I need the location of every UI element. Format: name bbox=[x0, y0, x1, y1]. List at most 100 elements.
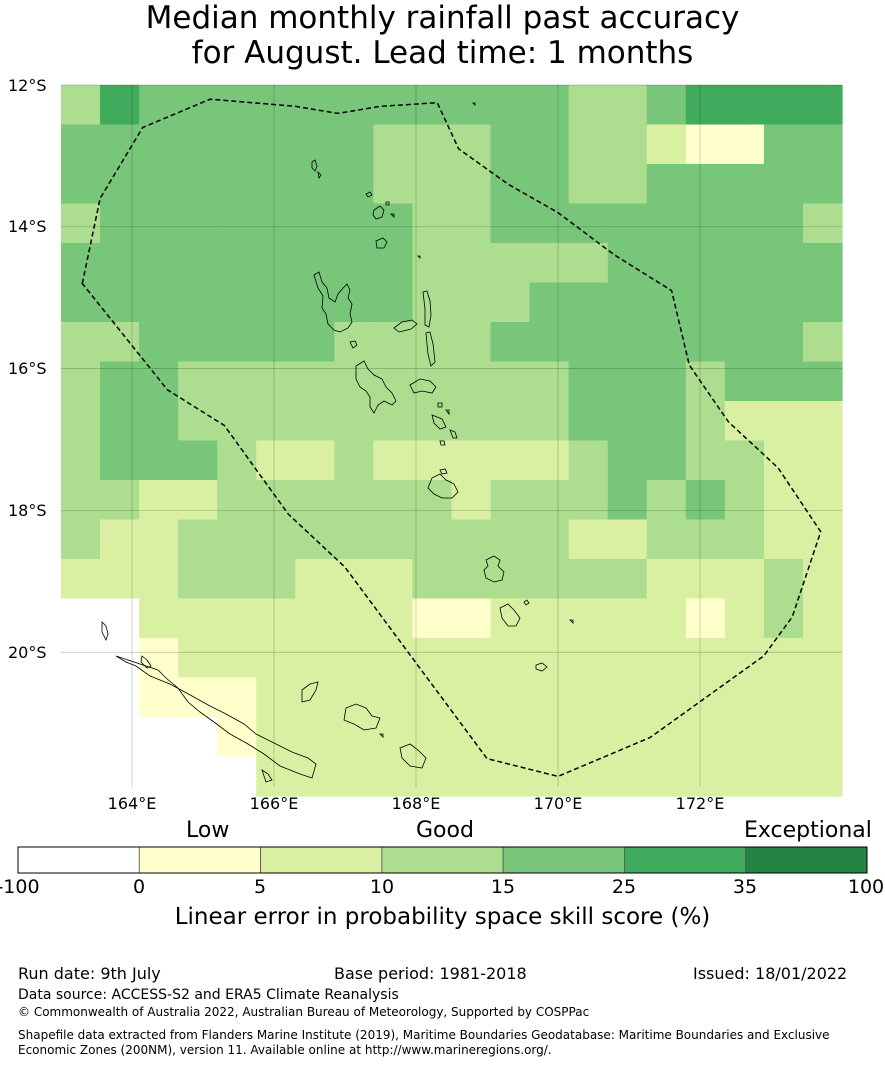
grid-cell bbox=[685, 322, 726, 363]
grid-cell bbox=[763, 282, 804, 323]
colorbar bbox=[17, 846, 868, 874]
grid-cell bbox=[295, 677, 335, 718]
grid-cell bbox=[412, 559, 453, 600]
grid-cell bbox=[334, 559, 374, 600]
grid-cell bbox=[763, 203, 804, 244]
grid-cell bbox=[451, 598, 492, 639]
grid-cell bbox=[373, 440, 414, 481]
grid-cell bbox=[607, 480, 648, 521]
grid-cell bbox=[529, 164, 570, 205]
grid-cell bbox=[529, 401, 570, 442]
grid-cell bbox=[529, 598, 570, 639]
grid-cell bbox=[568, 598, 609, 639]
grid-cell bbox=[100, 361, 140, 402]
island-banks-a bbox=[365, 191, 373, 198]
grid-cell bbox=[61, 361, 101, 402]
lat-label-14s: 14°S bbox=[8, 217, 47, 236]
island-paama bbox=[437, 402, 443, 408]
grid-cell bbox=[61, 322, 101, 363]
grid-cell bbox=[178, 203, 218, 244]
island-malo bbox=[349, 340, 358, 349]
grid-cell bbox=[646, 440, 687, 481]
grid-cell bbox=[295, 480, 335, 521]
grid-cell bbox=[412, 519, 453, 560]
map-title-line1: Median monthly rainfall past accuracy bbox=[145, 0, 740, 36]
grid-cell bbox=[295, 124, 335, 165]
grid-cell bbox=[256, 638, 296, 679]
grid-cell bbox=[295, 361, 335, 402]
colorbar-segment bbox=[17, 846, 140, 874]
grid-cell bbox=[334, 598, 374, 639]
grid-cell bbox=[646, 756, 687, 797]
island-futuna bbox=[569, 619, 574, 624]
grid-cell bbox=[724, 440, 765, 481]
grid-cell bbox=[529, 480, 570, 521]
grid-cell bbox=[295, 322, 335, 363]
grid-cell bbox=[568, 401, 609, 442]
grid-cell bbox=[412, 124, 453, 165]
grid-cell bbox=[334, 203, 374, 244]
grid-cell bbox=[685, 519, 726, 560]
lat-label-18s: 18°S bbox=[8, 501, 47, 520]
grid-cell bbox=[334, 480, 374, 521]
grid-cell bbox=[451, 203, 492, 244]
grid-cell bbox=[100, 322, 140, 363]
grid-cell bbox=[724, 677, 765, 718]
grid-cell bbox=[451, 480, 492, 521]
grid-cell bbox=[763, 677, 804, 718]
grid-cell bbox=[529, 124, 570, 165]
grid-cell bbox=[61, 401, 101, 442]
grid-cell bbox=[490, 164, 531, 205]
grid-cell bbox=[295, 440, 335, 481]
grid-cell bbox=[256, 440, 296, 481]
grid-cell bbox=[178, 322, 218, 363]
grid-cell bbox=[295, 638, 335, 679]
grid-cell bbox=[646, 203, 687, 244]
grid-cell bbox=[490, 361, 531, 402]
grid-cell bbox=[763, 519, 804, 560]
grid-cell bbox=[100, 598, 140, 639]
grid-cell bbox=[646, 243, 687, 284]
grid-cell bbox=[61, 282, 101, 323]
grid-cell bbox=[568, 85, 609, 126]
lon-label-172e: 172°E bbox=[675, 794, 725, 813]
grid-cell bbox=[685, 638, 726, 679]
cb-tick-35: 35 bbox=[732, 876, 758, 898]
grid-cell bbox=[529, 440, 570, 481]
grid-cell bbox=[61, 440, 101, 481]
grid-cell bbox=[724, 717, 765, 758]
grid-cell bbox=[373, 519, 414, 560]
grid-cell bbox=[802, 638, 843, 679]
island-nc-reef bbox=[140, 655, 152, 669]
island-banks-c bbox=[385, 201, 390, 206]
grid-cell bbox=[451, 440, 492, 481]
grid-cell bbox=[139, 401, 179, 442]
grid-cell bbox=[139, 85, 179, 126]
grid-cell bbox=[724, 322, 765, 363]
lat-label-12s: 12°S bbox=[8, 76, 47, 95]
grid-cell bbox=[802, 322, 843, 363]
grid-cell bbox=[451, 559, 492, 600]
grid-cell bbox=[763, 322, 804, 363]
grid-cell bbox=[529, 243, 570, 284]
grid-cell bbox=[61, 598, 101, 639]
grid-cell bbox=[256, 322, 296, 363]
grid-cell bbox=[763, 559, 804, 600]
grid-cell bbox=[685, 164, 726, 205]
grid-cell bbox=[490, 598, 531, 639]
grid-cell bbox=[529, 717, 570, 758]
grid-cell bbox=[490, 638, 531, 679]
grid-cell bbox=[685, 677, 726, 718]
grid-cell bbox=[373, 164, 414, 205]
grid-cell bbox=[256, 756, 296, 797]
colorbar-outline bbox=[17, 846, 868, 874]
island-tongoa bbox=[439, 440, 446, 446]
grid-cell bbox=[724, 638, 765, 679]
grid-cell bbox=[139, 677, 179, 718]
grid-cell bbox=[217, 638, 257, 679]
grid-cell bbox=[178, 638, 218, 679]
grid-cell bbox=[61, 677, 101, 718]
grid-cell bbox=[139, 203, 179, 244]
category-good: Good bbox=[416, 818, 474, 843]
grid-cell bbox=[646, 717, 687, 758]
